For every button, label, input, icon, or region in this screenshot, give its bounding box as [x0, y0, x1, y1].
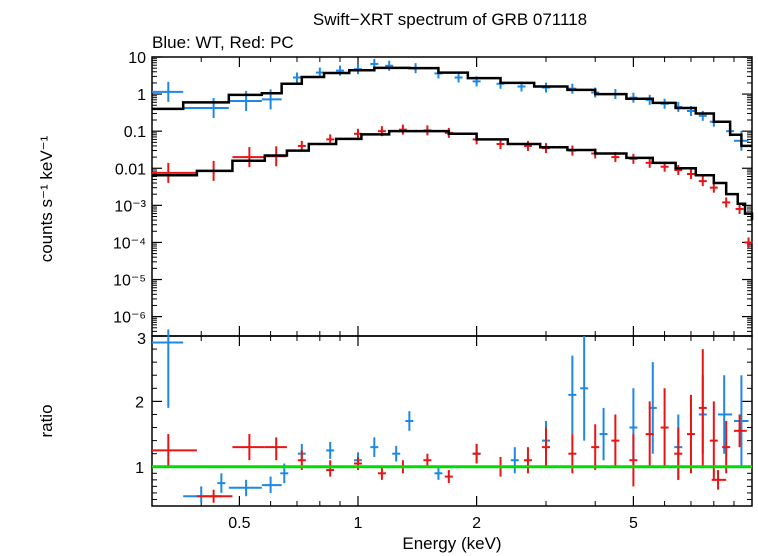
spectrum-y-axis-label: counts s⁻¹ keV⁻¹ — [37, 135, 56, 262]
spectrum-y-tick-label: 10⁻³ — [114, 198, 146, 215]
x-tick-label: 5 — [629, 515, 638, 532]
ratio-y-tick-label: 3 — [137, 331, 146, 348]
chart-subtitle: Blue: WT, Red: PC — [152, 33, 294, 52]
spectrum-y-tick-label: 10⁻⁶ — [113, 310, 146, 327]
ratio-y-axis-label: ratio — [37, 404, 56, 437]
spectrum-series-pc — [152, 124, 753, 248]
spectrum-y-tick-label: 10 — [128, 50, 146, 67]
spectrum-model-line — [152, 129, 754, 221]
x-tick-label: 2 — [472, 515, 481, 532]
ratio-panel: 3 0.5 1 2 5 1 2 ratio — [37, 329, 753, 532]
ratio-frame — [151, 335, 753, 507]
spectrum-model-line — [152, 66, 752, 148]
spectrum-frame — [151, 56, 753, 337]
x-tick-label: 1 — [354, 515, 363, 532]
ratio-y-tick-label: 2 — [135, 394, 144, 411]
ratio-series-pc — [152, 349, 747, 503]
x-axis-label: Energy (keV) — [402, 534, 501, 553]
ratio-y-tick-label: 1 — [135, 460, 144, 477]
spectrum-y-tick-label: 0.01 — [115, 161, 146, 178]
x-tick-label: 0.5 — [228, 515, 250, 532]
chart-title: Swift−XRT spectrum of GRB 071118 — [313, 10, 587, 29]
spectrum-panel: 10 1 0.1 0.01 10⁻³ 10⁻⁴ 10⁻⁵ 10⁻⁶ counts s⁻¹ ke… — [37, 50, 754, 337]
spectrum-y-tick-label: 10⁻⁴ — [113, 235, 146, 252]
spectrum-y-tick-label: 10⁻⁵ — [113, 273, 146, 290]
spectrum-y-tick-label: 1 — [137, 87, 146, 104]
spectrum-y-tick-label: 0.1 — [124, 124, 146, 141]
